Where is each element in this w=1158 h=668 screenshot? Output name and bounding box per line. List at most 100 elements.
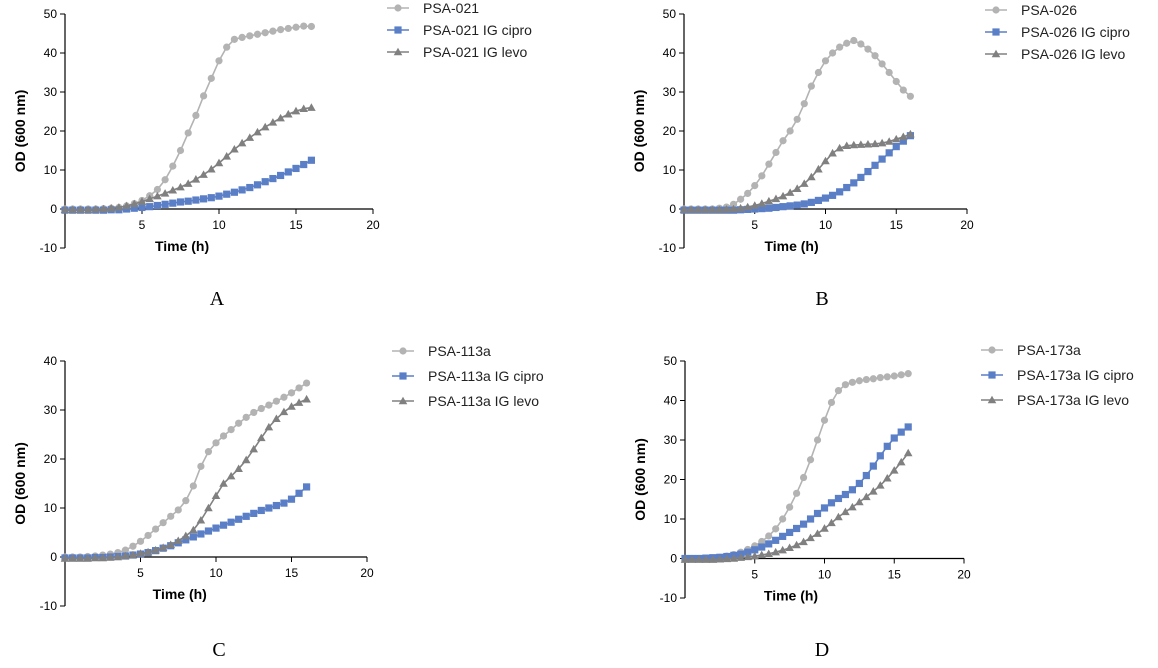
- x-tick-label: 20: [957, 568, 971, 582]
- data-point: [862, 471, 870, 480]
- data-point: [292, 164, 300, 173]
- data-point: [68, 554, 77, 562]
- x-tick-label: 5: [751, 568, 758, 582]
- x-tick-label: 20: [360, 566, 374, 580]
- y-tick-label: 30: [664, 433, 678, 447]
- x-tick-label: 5: [751, 218, 758, 232]
- y-tick-label: 0: [669, 202, 676, 216]
- data-point: [184, 197, 192, 205]
- data-point: [207, 164, 216, 173]
- data-point: [899, 137, 907, 145]
- legend-marker: [394, 26, 402, 34]
- data-point: [303, 379, 311, 387]
- data-point: [850, 179, 858, 187]
- data-point: [813, 436, 822, 444]
- data-point: [906, 129, 915, 138]
- data-point: [90, 553, 100, 562]
- data-point: [197, 530, 205, 538]
- data-point: [121, 551, 130, 560]
- data-point: [143, 547, 153, 556]
- x-tick-label: 10: [818, 568, 832, 582]
- legend-label: PSA-021 IG levo: [423, 44, 527, 60]
- data-point: [230, 35, 238, 43]
- data-point: [192, 111, 200, 119]
- data-point: [848, 378, 856, 386]
- data-point: [114, 203, 124, 211]
- data-point: [167, 512, 175, 520]
- data-point: [883, 373, 891, 381]
- data-point: [869, 487, 878, 495]
- data-point: [183, 179, 193, 187]
- legend: PSA-113a PSA-113a IG cipro PSA-113a IG lev…: [392, 343, 544, 409]
- data-point: [212, 524, 220, 532]
- data-point: [212, 439, 220, 447]
- legend-marker: [399, 347, 407, 355]
- data-point: [814, 164, 823, 173]
- data-point: [277, 171, 285, 180]
- chart-a-svg: -10 0 10 20 30 40 50 5 10 15 20 Time (h) OD (600 nm)…: [12, 0, 532, 310]
- data-point: [307, 156, 315, 164]
- data-point: [182, 497, 190, 505]
- axes: -10 0 10 20 30 40 50 5 10 15 20: [660, 354, 971, 605]
- data-point: [836, 188, 844, 196]
- data-point: [765, 540, 773, 548]
- data-point: [99, 204, 108, 213]
- legend-marker: [992, 28, 1000, 36]
- data-point: [793, 489, 801, 497]
- data-point: [75, 554, 85, 562]
- legend-label: PSA-173a: [1017, 342, 1081, 358]
- data-point: [793, 524, 801, 533]
- y-tick-label: 50: [663, 7, 677, 21]
- data-point: [299, 104, 308, 112]
- chart-d-svg: -10 0 10 20 30 40 50 5 10 15 20 Time (h) OD (600 nm)…: [632, 342, 1134, 661]
- data-point: [736, 203, 745, 212]
- data-point: [215, 57, 223, 65]
- data-point: [828, 191, 837, 199]
- data-point: [828, 148, 837, 157]
- y-tick-label: 10: [44, 501, 58, 515]
- data-point: [821, 194, 830, 202]
- legend-label: PSA-021: [423, 0, 479, 16]
- y-tick-label: 20: [664, 473, 678, 487]
- y-tick-label: -10: [659, 241, 677, 255]
- data-point: [779, 137, 787, 145]
- data-point: [814, 196, 823, 205]
- data-point: [827, 398, 836, 407]
- legend-item: PSA-173a IG cipro: [981, 367, 1134, 383]
- data-point: [222, 152, 231, 160]
- data-point: [876, 481, 885, 489]
- data-point: [772, 525, 780, 533]
- data-point: [849, 140, 859, 149]
- legend-marker: [987, 395, 997, 404]
- data-point: [863, 139, 873, 148]
- data-point: [253, 181, 262, 189]
- data-point: [249, 444, 259, 453]
- data-point: [820, 524, 829, 532]
- x-axis-title: Time (h): [153, 586, 207, 602]
- data-point: [806, 533, 815, 542]
- y-tick-label: 50: [44, 7, 58, 21]
- data-point: [751, 205, 759, 213]
- data-point: [700, 205, 710, 214]
- y-tick-label: 20: [44, 452, 58, 466]
- legend-label: PSA-113a IG levo: [428, 393, 539, 409]
- data-point: [857, 173, 865, 182]
- data-point: [708, 555, 718, 563]
- legend-label: PSA-113a IG cipro: [428, 368, 544, 384]
- x-tick-label: 15: [285, 566, 299, 580]
- legend-marker: [399, 372, 407, 380]
- data-point: [765, 160, 773, 168]
- legend-item: PSA-113a IG cipro: [392, 368, 544, 384]
- data-point: [820, 416, 829, 424]
- data-point: [272, 414, 281, 423]
- data-point: [192, 196, 200, 204]
- data-point: [892, 143, 900, 151]
- data-point: [168, 185, 178, 194]
- x-axis-title: Time (h): [155, 238, 209, 254]
- y-axis-title: OD (600 nm): [12, 442, 28, 524]
- data-point: [245, 133, 255, 141]
- data-point: [166, 540, 175, 548]
- x-tick-label: 15: [888, 568, 902, 582]
- y-tick-label: 10: [44, 163, 58, 177]
- data-point: [862, 375, 870, 384]
